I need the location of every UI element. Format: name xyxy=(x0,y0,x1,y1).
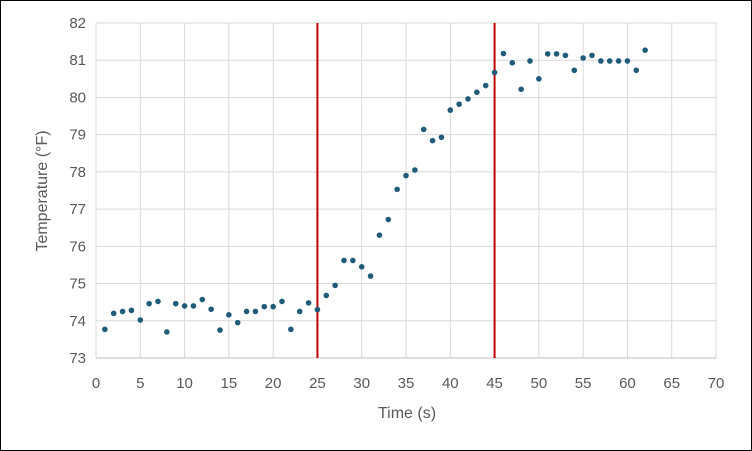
data-point xyxy=(261,303,268,310)
x-tick-label: 40 xyxy=(442,375,459,392)
data-point xyxy=(403,172,409,179)
data-point xyxy=(633,67,640,74)
data-point xyxy=(562,52,569,59)
y-axis-title: Temperature (°F) xyxy=(34,130,51,251)
data-point xyxy=(234,319,241,326)
y-tick-label: 79 xyxy=(69,127,86,144)
data-point xyxy=(527,58,533,64)
data-point xyxy=(243,308,250,315)
data-point xyxy=(314,306,321,313)
data-point xyxy=(412,167,418,173)
data-point xyxy=(589,52,595,59)
data-point xyxy=(208,306,214,313)
data-point xyxy=(465,96,471,102)
grid-lines xyxy=(95,22,717,359)
data-point xyxy=(350,257,356,264)
data-point xyxy=(394,186,400,193)
x-tick-labels: 0 5 10 15 20 25 30 35 40 45 50 55 60 65 70 xyxy=(92,375,725,392)
x-tick-label: 45 xyxy=(486,375,503,392)
data-point xyxy=(642,47,648,53)
data-point xyxy=(323,292,330,299)
x-tick-label: 60 xyxy=(619,375,636,392)
data-point xyxy=(456,101,462,107)
data-point xyxy=(137,317,144,323)
data-point xyxy=(358,264,365,270)
data-point xyxy=(500,50,507,57)
data-point xyxy=(155,298,161,305)
data-point xyxy=(128,307,135,314)
data-point xyxy=(580,55,586,61)
y-tick-labels: 73 74 75 76 77 78 79 80 81 82 xyxy=(69,15,86,367)
data-point xyxy=(146,300,152,307)
y-tick-label: 82 xyxy=(69,15,86,32)
data-point xyxy=(110,310,117,317)
data-point xyxy=(474,89,480,96)
y-tick-label: 77 xyxy=(69,201,86,218)
x-tick-label: 0 xyxy=(92,375,100,392)
data-point xyxy=(536,76,542,82)
x-axis-title: Time (s) xyxy=(378,405,436,422)
data-point xyxy=(447,107,454,113)
data-point xyxy=(624,58,631,64)
y-tick-label: 74 xyxy=(69,313,86,330)
y-tick-label: 75 xyxy=(69,276,86,293)
data-point xyxy=(376,232,383,238)
data-point xyxy=(172,300,179,307)
data-point xyxy=(119,308,126,315)
data-point xyxy=(164,329,170,335)
data-point xyxy=(279,298,285,305)
data-points xyxy=(102,47,648,335)
data-point xyxy=(226,312,232,318)
y-tick-label: 76 xyxy=(69,238,86,255)
data-point xyxy=(482,82,489,89)
data-point xyxy=(438,134,445,141)
data-point xyxy=(420,126,427,133)
vertical-reference-lines xyxy=(316,23,496,358)
data-point xyxy=(367,273,374,279)
data-point xyxy=(606,58,613,64)
data-point xyxy=(518,86,524,93)
data-point xyxy=(509,60,516,66)
data-point xyxy=(217,327,223,333)
data-point xyxy=(491,69,498,76)
data-point xyxy=(296,308,303,315)
data-point xyxy=(615,58,622,64)
x-tick-label: 35 xyxy=(398,375,415,392)
x-tick-label: 20 xyxy=(265,375,282,392)
data-point xyxy=(181,303,188,309)
data-point xyxy=(190,303,197,309)
x-tick-label: 70 xyxy=(708,375,725,392)
data-point xyxy=(288,326,294,333)
x-tick-label: 5 xyxy=(136,375,144,392)
x-tick-label: 15 xyxy=(221,375,238,392)
data-point xyxy=(571,67,578,74)
data-point xyxy=(270,303,276,310)
x-tick-label: 65 xyxy=(663,375,680,392)
y-tick-label: 78 xyxy=(69,164,86,181)
data-point xyxy=(341,257,347,264)
data-point xyxy=(102,326,108,333)
data-point xyxy=(429,137,436,144)
data-point xyxy=(598,58,604,64)
data-point xyxy=(553,51,560,57)
data-point xyxy=(305,300,312,306)
data-point xyxy=(199,296,206,303)
x-tick-label: 25 xyxy=(309,375,326,392)
data-point xyxy=(252,308,259,315)
y-tick-label: 80 xyxy=(69,89,86,106)
x-tick-label: 55 xyxy=(575,375,592,392)
data-point xyxy=(544,51,551,57)
data-point xyxy=(385,216,392,223)
y-tick-label: 73 xyxy=(69,350,86,367)
data-point xyxy=(332,282,338,289)
x-tick-label: 10 xyxy=(176,375,193,392)
x-tick-label: 50 xyxy=(531,375,548,392)
x-tick-label: 30 xyxy=(353,375,370,392)
y-tick-label: 81 xyxy=(69,52,86,69)
